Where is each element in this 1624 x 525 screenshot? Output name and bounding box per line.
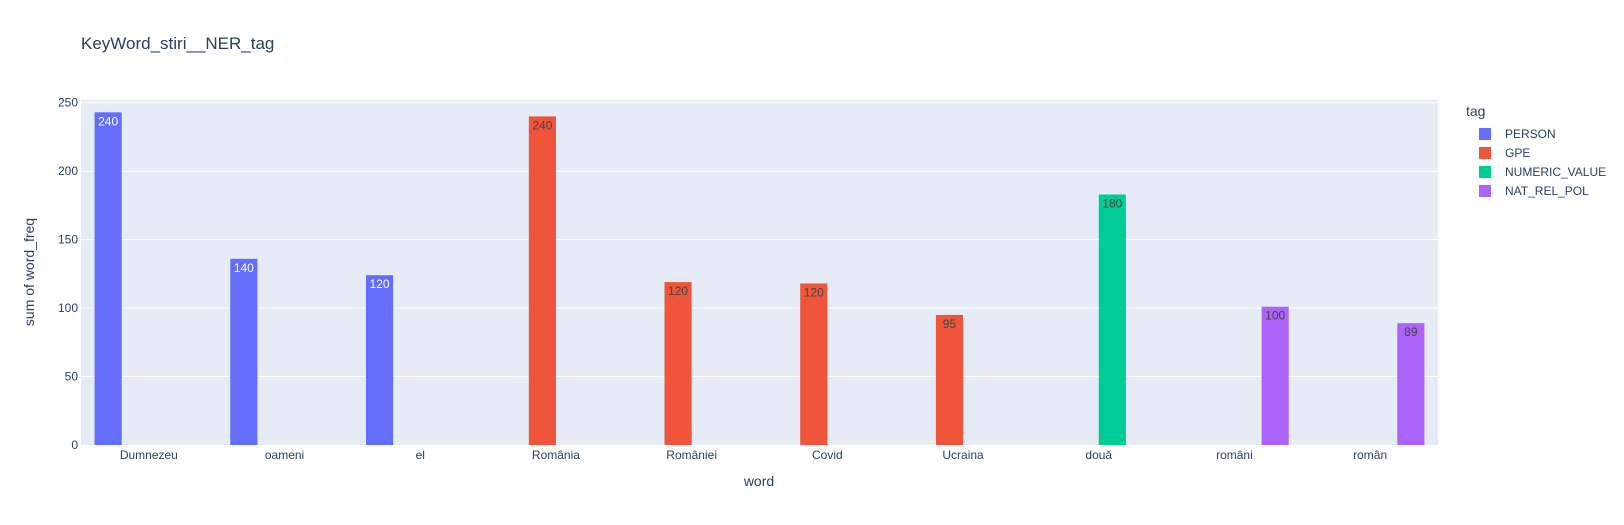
legend-swatch <box>1479 165 1491 178</box>
bar-gpe[interactable] <box>800 283 828 445</box>
bar-value-label: 120 <box>804 285 824 299</box>
legend-swatch <box>1479 184 1491 197</box>
y-tick-label: 50 <box>65 370 79 384</box>
bar-nat-rel-pol[interactable] <box>1261 306 1289 445</box>
y-tick-labels: 0 50 100 150 200 250 <box>58 96 78 452</box>
x-tick-label: Dumnezeu <box>120 448 178 462</box>
bar-value-label: 240 <box>532 118 552 132</box>
x-tick-labels: Dumnezeu oameni el România României Covid Ucra… <box>120 448 1387 462</box>
bar-value-label: 89 <box>1404 325 1418 339</box>
x-tick-label: Ucraina <box>942 448 984 462</box>
bar-person[interactable] <box>365 275 394 445</box>
bar-value-label: 120 <box>668 284 688 298</box>
x-tick-label: român <box>1353 448 1387 462</box>
y-tick-label: 150 <box>58 233 78 247</box>
bar-nat-rel-pol[interactable] <box>1397 323 1425 445</box>
x-tick-label: România <box>532 448 580 462</box>
bar-person[interactable] <box>94 112 122 446</box>
x-tick-label: Covid <box>812 448 843 462</box>
legend-label: NAT_REL_POL <box>1505 183 1589 198</box>
bar-value-label: 240 <box>98 114 118 128</box>
bar-person[interactable] <box>230 258 258 445</box>
y-tick-label: 250 <box>58 96 78 110</box>
y-tick-label: 100 <box>58 301 78 315</box>
plot-area <box>81 100 1438 445</box>
chart-title: KeyWord_stiri__NER_tag <box>81 34 275 53</box>
x-axis-title: word <box>743 473 774 489</box>
bar-gpe[interactable] <box>935 314 964 445</box>
y-tick-label: 0 <box>71 438 78 452</box>
legend-swatch <box>1479 146 1491 159</box>
legend-label: GPE <box>1505 145 1531 160</box>
legend-label: PERSON <box>1505 126 1556 141</box>
bar-value-label: 120 <box>370 277 390 291</box>
bar-value-label: 100 <box>1265 309 1285 323</box>
x-tick-label: români <box>1216 448 1253 462</box>
y-axis-title: sum of word_freq <box>21 218 37 326</box>
legend: tag PERSON GPE NUMERIC_VALUE NAT_REL_POL <box>1466 103 1606 200</box>
x-tick-label: două <box>1085 448 1112 462</box>
legend-item-numeric-value[interactable]: NUMERIC_VALUE <box>1479 162 1606 181</box>
x-tick-label: României <box>666 448 717 462</box>
x-tick-label: el <box>416 448 425 462</box>
grid-lines <box>81 102 1438 378</box>
legend-label: NUMERIC_VALUE <box>1505 164 1607 179</box>
bar-value-label: 140 <box>234 261 254 275</box>
bars: 240 140 120 240 120 120 95 180 100 89 <box>94 112 1425 446</box>
bar-gpe[interactable] <box>664 282 692 445</box>
legend-title: tag <box>1466 103 1486 119</box>
legend-item-gpe[interactable]: GPE <box>1479 143 1606 162</box>
bar-gpe[interactable] <box>528 116 556 445</box>
bar-numeric-value[interactable] <box>1098 194 1126 445</box>
legend-item-nat-rel-pol[interactable]: NAT_REL_POL <box>1479 181 1606 200</box>
bar-value-label: 95 <box>943 317 957 331</box>
bar-value-label: 180 <box>1102 196 1122 210</box>
legend-item-person[interactable]: PERSON <box>1479 124 1606 143</box>
y-tick-label: 200 <box>58 164 78 178</box>
legend-items: PERSON GPE NUMERIC_VALUE NAT_REL_POL <box>1466 124 1606 200</box>
legend-swatch <box>1479 127 1491 140</box>
x-tick-label: oameni <box>265 448 304 462</box>
